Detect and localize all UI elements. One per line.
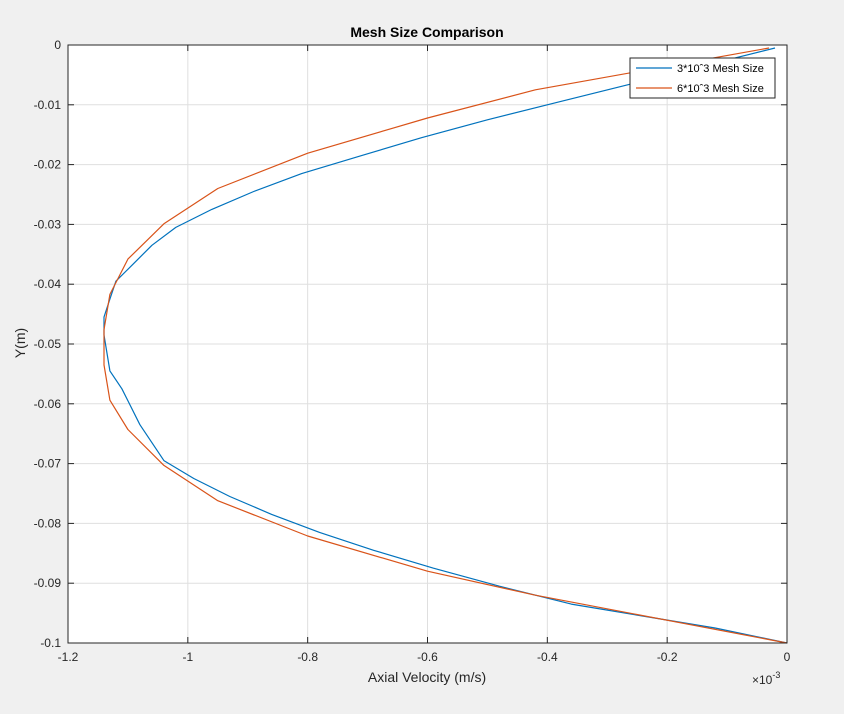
y-tick-label: -0.04 — [34, 277, 62, 291]
legend-label-series-2: 6*10ˆ3 Mesh Size — [677, 83, 764, 95]
y-tick-label: -0.08 — [34, 516, 62, 530]
x-tick-label: 0 — [784, 650, 791, 664]
y-tick-label: -0.09 — [34, 576, 62, 590]
legend-label-series-1: 3*10ˆ3 Mesh Size — [677, 63, 764, 75]
x-axis-exponent-base: ×10 — [752, 673, 773, 687]
x-axis-exponent-power: -3 — [772, 670, 780, 680]
y-tick-label: -0.01 — [34, 98, 62, 112]
axis-ticks: -1.2 -1 -0.8 -0.6 -0.4 -0.2 0 0 -0.01 -0.02 -0.03 -… — [34, 38, 791, 664]
x-tick-label: -0.4 — [537, 650, 558, 664]
y-tick-label: -0.05 — [34, 337, 62, 351]
y-tick-label: -0.07 — [34, 457, 62, 471]
y-tick-label: -0.02 — [34, 158, 62, 172]
x-axis-label: Axial Velocity (m/s) — [368, 669, 486, 685]
x-tick-label: -1 — [182, 650, 193, 664]
series-layer — [103, 47, 788, 644]
y-tick-label: -0.1 — [40, 636, 61, 650]
legend-box — [629, 57, 776, 99]
x-tick-label: -1.2 — [58, 650, 79, 664]
x-axis-exponent: ×10-3 — [752, 670, 780, 687]
y-axis-label: Y(m) — [12, 328, 28, 358]
y-tick-label: -0.03 — [34, 217, 62, 231]
x-tick-label: -0.2 — [657, 650, 678, 664]
x-tick-label: -0.6 — [417, 650, 438, 664]
chart-title: Mesh Size Comparison — [350, 24, 503, 40]
series-line-2 — [103, 47, 788, 644]
y-tick-label: 0 — [54, 38, 61, 52]
y-tick-label: -0.06 — [34, 397, 62, 411]
x-tick-label: -0.8 — [297, 650, 318, 664]
legend: 3*10ˆ3 Mesh Size 6*10ˆ3 Mesh Size — [629, 57, 776, 99]
